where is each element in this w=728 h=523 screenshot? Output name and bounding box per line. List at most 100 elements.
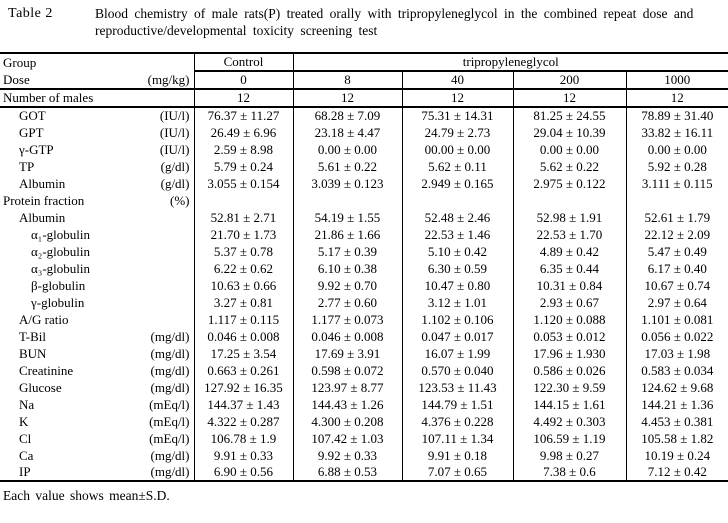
table-row: γ-GTP (IU/l) 2.59 ± 8.98 0.00 ± 0.00 00.00 ±… — [0, 141, 728, 158]
value-cell: 2.975 ± 0.122 — [513, 175, 627, 192]
value-cell: 2.949 ± 0.165 — [402, 175, 514, 192]
table-row: GOT (IU/l) 76.37 ± 11.27 68.28 ± 7.09 75.31 … — [0, 107, 728, 124]
value-cell: 7.38 ± 0.6 — [513, 464, 627, 481]
analyte-label: Na — [19, 396, 35, 412]
value-cell: 123.97 ± 8.77 — [293, 379, 403, 396]
value-cell: 9.92 ± 0.33 — [293, 447, 403, 464]
table-caption-line1: Blood chemistry of male rats(P) treated … — [95, 6, 694, 21]
header-dose-label: Dose — [3, 71, 30, 87]
analyte-label: Creatinine — [19, 362, 74, 378]
value-cell: 0.586 ± 0.026 — [513, 362, 627, 379]
value-cell: 52.48 ± 2.46 — [402, 209, 514, 226]
value-cell: 5.61 ± 0.22 — [293, 158, 403, 175]
n-label-cell: Number of males — [0, 89, 195, 108]
n-value-4: 12 — [626, 89, 728, 108]
value-cell: 2.77 ± 0.60 — [293, 294, 403, 311]
value-cell: 10.63 ± 0.66 — [194, 277, 294, 294]
value-cell: 3.055 ± 0.154 — [194, 175, 294, 192]
n-value-2: 12 — [402, 89, 514, 108]
value-cell: 0.570 ± 0.040 — [402, 362, 514, 379]
value-cell: 76.37 ± 11.27 — [194, 107, 294, 124]
value-cell: 123.53 ± 11.43 — [402, 379, 514, 396]
value-cell: 0.047 ± 0.017 — [402, 328, 514, 345]
row-label-cell: A/G ratio — [0, 311, 195, 328]
value-cell: 144.21 ± 1.36 — [641, 396, 714, 412]
dose-value-1: 8 — [293, 71, 403, 90]
analyte-label: Glucose — [19, 379, 62, 395]
value-cell: 5.17 ± 0.39 — [293, 243, 403, 260]
value-cell: 4.322 ± 0.287 — [194, 413, 294, 430]
value-cell: 00.00 ± 0.00 — [402, 141, 514, 158]
value-cell: 22.53 ± 1.46 — [402, 226, 514, 243]
value-cell: 22.53 ± 1.70 — [513, 226, 627, 243]
row-label-cell: Protein fraction (%) — [0, 192, 195, 209]
table-row: Cl (mEq/l) 106.78 ± 1.9 107.42 ± 1.03 107.11… — [0, 430, 728, 447]
header-dose-cell: Dose (mg/kg) — [0, 71, 195, 90]
table-caption-line2: reproductive/developmental toxicity scre… — [95, 23, 378, 38]
value-cell: 10.67 ± 0.74 — [644, 277, 711, 293]
analyte-label: α₁-globulin — [31, 226, 91, 242]
value-cell: 107.11 ± 1.34 — [402, 430, 514, 447]
analyte-label: Protein fraction — [3, 192, 85, 208]
analyte-label: γ-globulin — [31, 294, 85, 310]
value-cell: 9.91 ± 0.18 — [402, 447, 514, 464]
table-row: Protein fraction (%) — [0, 192, 728, 209]
value-cell: 1.101 ± 0.081 — [641, 311, 714, 327]
value-cell: 6.17 ± 0.40 — [647, 260, 707, 276]
value-cell: 5.79 ± 0.24 — [194, 158, 294, 175]
header-group-label: Group — [3, 54, 37, 70]
value-cell: 9.92 ± 0.70 — [293, 277, 403, 294]
table-row: K (mEq/l) 4.322 ± 0.287 4.300 ± 0.208 4.376 … — [0, 413, 728, 430]
value-cell: 75.31 ± 14.31 — [402, 107, 514, 124]
value-cell: 144.43 ± 1.26 — [293, 396, 403, 413]
value-cell: 4.300 ± 0.208 — [293, 413, 403, 430]
row-label-cell: T-Bil (mg/dl) — [0, 328, 195, 345]
value-cell: 144.79 ± 1.51 — [402, 396, 514, 413]
value-cell: 0.583 ± 0.034 — [641, 362, 714, 378]
analyte-label: Albumin — [19, 175, 66, 191]
value-cell: 17.96 ± 1.930 — [513, 345, 627, 362]
analyte-label: A/G ratio — [19, 311, 69, 327]
value-cell: 16.07 ± 1.99 — [402, 345, 514, 362]
value-cell: 5.92 ± 0.28 — [647, 158, 707, 174]
value-cell: 5.62 ± 0.22 — [513, 158, 627, 175]
n-label: Number of males — [3, 90, 94, 105]
table-row: T-Bil (mg/dl) 0.046 ± 0.008 0.046 ± 0.008 0.… — [0, 328, 728, 345]
value-cell: 3.27 ± 0.81 — [194, 294, 294, 311]
value-cell: 0.00 ± 0.00 — [513, 141, 627, 158]
analyte-unit: (mg/dl) — [150, 362, 190, 378]
analyte-unit: (mg/dl) — [150, 447, 190, 463]
value-cell: 52.61 ± 1.79 — [644, 209, 711, 225]
value-cell: 6.10 ± 0.38 — [293, 260, 403, 277]
value-cell: 6.35 ± 0.44 — [513, 260, 627, 277]
value-cell: 105.58 ± 1.82 — [641, 430, 714, 446]
value-cell: 52.81 ± 2.71 — [194, 209, 294, 226]
row-label-cell: BUN (mg/dl) — [0, 345, 195, 362]
value-cell: 26.49 ± 6.96 — [194, 124, 294, 141]
value-cell: 144.37 ± 1.43 — [194, 396, 294, 413]
header-treatment-cell: tripropyleneglycol — [293, 53, 728, 72]
value-cell: 4.89 ± 0.42 — [513, 243, 627, 260]
analyte-unit: (mg/dl) — [150, 379, 190, 395]
table-number-label: Table 2 — [8, 6, 53, 21]
value-cell: 4.453 ± 0.381 — [641, 413, 714, 429]
header-group-cell: Group — [0, 53, 195, 71]
analyte-unit: (IU/l) — [159, 141, 190, 157]
value-cell: 5.62 ± 0.11 — [402, 158, 514, 175]
value-cell: 78.89 ± 31.40 — [641, 108, 714, 123]
value-cell: 22.12 ± 2.09 — [644, 226, 711, 242]
value-cell: 9.91 ± 0.33 — [194, 447, 294, 464]
value-cell: 54.19 ± 1.55 — [293, 209, 403, 226]
value-cell: 3.12 ± 1.01 — [402, 294, 514, 311]
value-cell: 23.18 ± 4.47 — [293, 124, 403, 141]
row-label-cell: TP (g/dl) — [0, 158, 195, 175]
header-row-group: Group Control tripropyleneglycol — [0, 53, 728, 72]
value-cell: 2.59 ± 8.98 — [194, 141, 294, 158]
analyte-label: γ-GTP — [19, 141, 54, 157]
value-cell: 17.25 ± 3.54 — [194, 345, 294, 362]
table-row: A/G ratio 1.117 ± 0.115 1.177 ± 0.073 1.102… — [0, 311, 728, 328]
dose-value-2: 40 — [402, 71, 514, 90]
value-cell: 33.82 ± 16.11 — [641, 124, 714, 140]
dose-value-4: 1000 — [626, 71, 728, 90]
